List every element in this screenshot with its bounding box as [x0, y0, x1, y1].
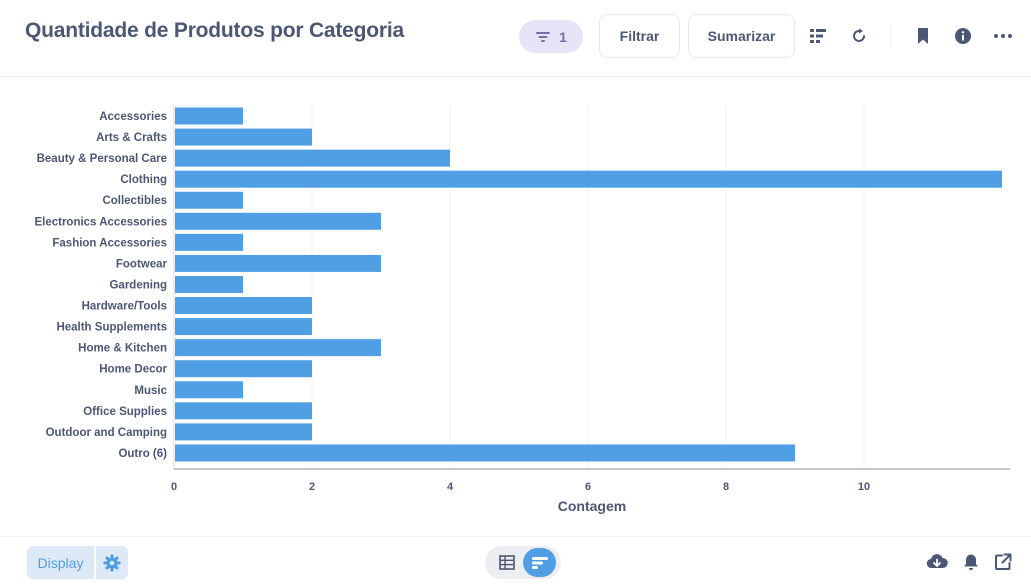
bar-chart: 0 2 4 6 8 10 Accessories Arts & Crafts Beauty & … — [0, 78, 1031, 533]
bookmark-icon — [918, 28, 928, 44]
bar — [175, 191, 243, 209]
category-label: Outro (6) — [118, 448, 167, 460]
x-tick-label: 2 — [309, 481, 315, 493]
category-label: Music — [134, 385, 167, 397]
bar — [175, 402, 312, 420]
more-icon — [994, 34, 1012, 38]
table-icon — [499, 555, 515, 570]
notebook-editor-button[interactable] — [807, 25, 829, 47]
category-label: Outdoor and Camping — [46, 427, 167, 439]
table-view-button[interactable] — [492, 550, 522, 575]
refresh-button[interactable] — [848, 25, 870, 47]
category-label: Office Supplies — [83, 406, 167, 418]
category-label: Hardware/Tools — [82, 301, 167, 313]
chart-view-button[interactable] — [523, 548, 556, 577]
bar — [175, 423, 312, 441]
external-link-icon — [995, 553, 1012, 570]
gear-icon — [103, 554, 121, 571]
bar — [175, 339, 381, 357]
x-tick-label: 0 — [171, 481, 177, 493]
bar-chart-icon — [531, 556, 548, 569]
page-title: Quantidade de Produtos por Categoria — [25, 19, 405, 42]
info-icon — [955, 28, 971, 44]
refresh-icon — [853, 28, 865, 42]
list-tree-icon — [810, 29, 826, 43]
header: Quantidade de Produtos por Categoria 1 F… — [0, 0, 1031, 77]
category-label: Electronics Accessories — [34, 216, 167, 228]
more-options-button[interactable] — [992, 25, 1014, 47]
bell-icon — [964, 554, 978, 570]
category-label: Home & Kitchen — [78, 343, 167, 355]
category-label: Accessories — [99, 111, 167, 123]
bar — [175, 275, 243, 293]
x-tick-label: 10 — [858, 481, 870, 493]
download-button[interactable] — [926, 551, 948, 573]
bar — [175, 444, 795, 462]
category-label: Health Supplements — [56, 322, 167, 334]
bar — [175, 254, 381, 272]
alert-button[interactable] — [960, 551, 982, 573]
category-label: Beauty & Personal Care — [37, 153, 167, 165]
chart-settings-button[interactable] — [96, 546, 128, 579]
view-toggle — [485, 546, 561, 579]
bar — [175, 233, 243, 251]
x-tick-label: 8 — [723, 481, 729, 493]
bookmark-button[interactable] — [912, 25, 934, 47]
filter-count: 1 — [559, 28, 567, 45]
bar — [175, 128, 312, 146]
bar — [175, 318, 312, 336]
filter-icon — [536, 31, 551, 42]
info-button[interactable] — [952, 25, 974, 47]
bar — [175, 149, 450, 167]
bar — [175, 360, 312, 378]
category-label: Fashion Accessories — [52, 237, 167, 249]
header-divider — [890, 24, 891, 48]
category-label: Home Decor — [99, 364, 167, 376]
category-label: Collectibles — [102, 195, 167, 207]
category-label: Footwear — [116, 258, 168, 270]
summarize-button[interactable]: Sumarizar — [688, 14, 795, 58]
bar — [175, 107, 243, 125]
filter-count-pill[interactable]: 1 — [519, 20, 583, 53]
display-button[interactable]: Display — [27, 546, 94, 579]
filter-button[interactable]: Filtrar — [599, 14, 680, 58]
bar — [175, 297, 312, 315]
footer: Display — [0, 536, 1031, 584]
x-tick-label: 4 — [447, 481, 454, 493]
category-label: Clothing — [120, 174, 167, 186]
chart-svg: 0 2 4 6 8 10 Accessories Arts & Crafts Beauty & … — [34, 105, 1010, 514]
category-label: Gardening — [109, 279, 167, 291]
x-axis-title: Contagem — [558, 498, 626, 514]
bar — [175, 170, 1002, 188]
category-label: Arts & Crafts — [96, 132, 167, 144]
cloud-download-icon — [926, 554, 948, 569]
share-button[interactable] — [992, 551, 1014, 573]
bar — [175, 381, 243, 399]
bar — [175, 212, 381, 230]
x-tick-label: 6 — [585, 481, 591, 493]
